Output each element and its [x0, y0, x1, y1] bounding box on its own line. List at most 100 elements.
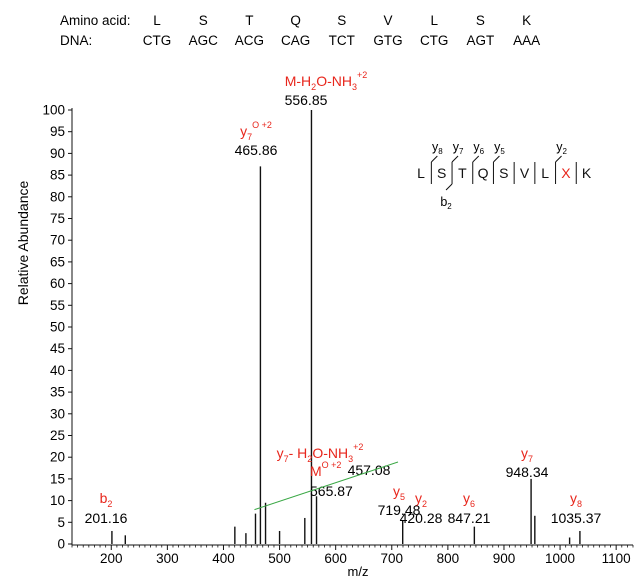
y-axis-label: Relative Abundance — [15, 181, 31, 306]
peak-value-label: 1035.37 — [551, 510, 602, 526]
y-tick-label: 40 — [50, 363, 65, 378]
y-tick-label: 55 — [50, 298, 65, 313]
y-tick-label: 65 — [50, 254, 65, 269]
x-tick-label: 200 — [100, 551, 123, 566]
peak-value-label: 719.48 — [378, 502, 421, 518]
label-leader-line — [254, 461, 399, 511]
amino-acid-cell: S — [476, 13, 485, 28]
fragment-residue: L — [417, 165, 425, 181]
peak-value-label: 847.21 — [448, 510, 491, 526]
ion-label: y6 — [463, 490, 475, 509]
x-tick-label: 700 — [381, 551, 404, 566]
amino-acid-row-label: Amino acid: — [60, 13, 131, 28]
y-ion-label: y8 — [432, 140, 443, 156]
b-ion-marker — [445, 183, 453, 191]
amino-acid-cell: K — [522, 13, 531, 28]
fragment-residue: Q — [478, 165, 489, 181]
x-axis-label: m/z — [348, 564, 369, 579]
y-tick-label: 60 — [50, 276, 65, 291]
y-tick-label: 20 — [50, 450, 65, 465]
y-tick-label: 75 — [50, 211, 65, 226]
y-ion-marker — [430, 155, 438, 163]
ion-label: y2 — [415, 490, 427, 509]
x-tick-label: 800 — [437, 551, 460, 566]
amino-acid-cell: L — [430, 13, 438, 28]
codon-cell: AGT — [467, 33, 495, 48]
axes: 0 5 10 15 20 25 30 35 40 45 50 55 60 65 70 75 80 85 90 95 10… — [42, 103, 633, 566]
codon-cell: TCT — [329, 33, 355, 48]
peak-value-label: 948.34 — [506, 464, 549, 480]
peak-value-label: 465.86 — [235, 142, 278, 158]
y-tick-label: 15 — [50, 471, 65, 486]
y-ion-marker — [555, 155, 562, 163]
codon-cell: GTG — [373, 33, 402, 48]
y-tick-label: 0 — [57, 537, 65, 552]
y-ion-marker — [451, 155, 459, 163]
peak-value-label: 201.16 — [85, 510, 128, 526]
y-tick-label: 30 — [50, 406, 65, 421]
y-ion-label: y2 — [556, 140, 567, 156]
x-tick-label: 1100 — [602, 551, 631, 566]
peak-value-label: 420.28 — [400, 510, 443, 526]
codon-cell: CTG — [143, 33, 172, 48]
y-ion-marker — [472, 155, 480, 163]
y-tick-label: 100 — [42, 103, 65, 118]
fragment-residue: S — [499, 165, 508, 181]
codon-row: CTG AGC ACG CAG TCT GTG CTG AGT AAA — [143, 33, 540, 48]
amino-acid-cell: T — [245, 13, 253, 28]
x-tick-label: 500 — [268, 551, 291, 566]
y-tick-label: 45 — [50, 341, 65, 356]
y-ion-marker — [493, 155, 500, 163]
amino-acid-cell: L — [153, 13, 161, 28]
ion-label: y5 — [393, 483, 405, 502]
y-tick-label: 5 — [57, 515, 65, 530]
fragment-residue: V — [520, 165, 530, 181]
x-tick-label: 600 — [324, 551, 347, 566]
y-tick-label: 25 — [50, 428, 65, 443]
codon-cell: CAG — [281, 33, 310, 48]
y-tick-label: 80 — [50, 189, 65, 204]
ion-label: M-H2O-NH3+2 — [285, 70, 368, 92]
ion-label: y8 — [570, 490, 582, 509]
amino-acid-cell: V — [383, 13, 392, 28]
amino-acid-cell: Q — [290, 13, 301, 28]
x-tick-label: 300 — [156, 551, 179, 566]
peak-value-label: 457.08 — [348, 462, 391, 478]
x-tick-label: 400 — [212, 551, 235, 566]
fragment-residue: S — [437, 165, 446, 181]
x-tick-label: 900 — [493, 551, 516, 566]
fragment-residue: X — [561, 165, 571, 181]
fragment-residue: L — [541, 165, 549, 181]
codon-cell: ACG — [235, 33, 264, 48]
y-tick-label: 95 — [50, 124, 65, 139]
peaks — [111, 110, 581, 544]
x-axis-minor-ticks — [71, 545, 634, 548]
fragment-residue: T — [458, 165, 467, 181]
y-tick-label: 10 — [50, 493, 65, 508]
y-ion-label: y6 — [473, 140, 484, 156]
fragment-residue: K — [582, 165, 592, 181]
ion-label: y7O +2 — [240, 120, 272, 142]
ion-label: MO +2 — [310, 460, 341, 479]
peak-value-label: 565.87 — [310, 483, 353, 499]
amino-acid-cell: S — [199, 13, 208, 28]
y-tick-label: 90 — [50, 146, 65, 161]
sequence-table: Amino acid: DNA: L S T Q S V L S K CTG AGC ACG CAG T… — [60, 13, 540, 48]
b-ion-label: b2 — [440, 195, 452, 211]
codon-cell: AAA — [513, 33, 540, 48]
y-tick-label: 35 — [50, 385, 65, 400]
y-ion-label: y7 — [453, 140, 464, 156]
codon-cell: CTG — [420, 33, 449, 48]
peak-value-label: 556.85 — [285, 92, 328, 108]
ion-label: b2 — [100, 490, 113, 509]
ion-label: y7 — [521, 445, 533, 464]
y-tick-label: 85 — [50, 168, 65, 183]
y-tick-label: 70 — [50, 233, 65, 248]
amino-acid-cell: S — [337, 13, 346, 28]
y-ion-label: y5 — [494, 140, 505, 156]
codon-cell: AGC — [189, 33, 219, 48]
